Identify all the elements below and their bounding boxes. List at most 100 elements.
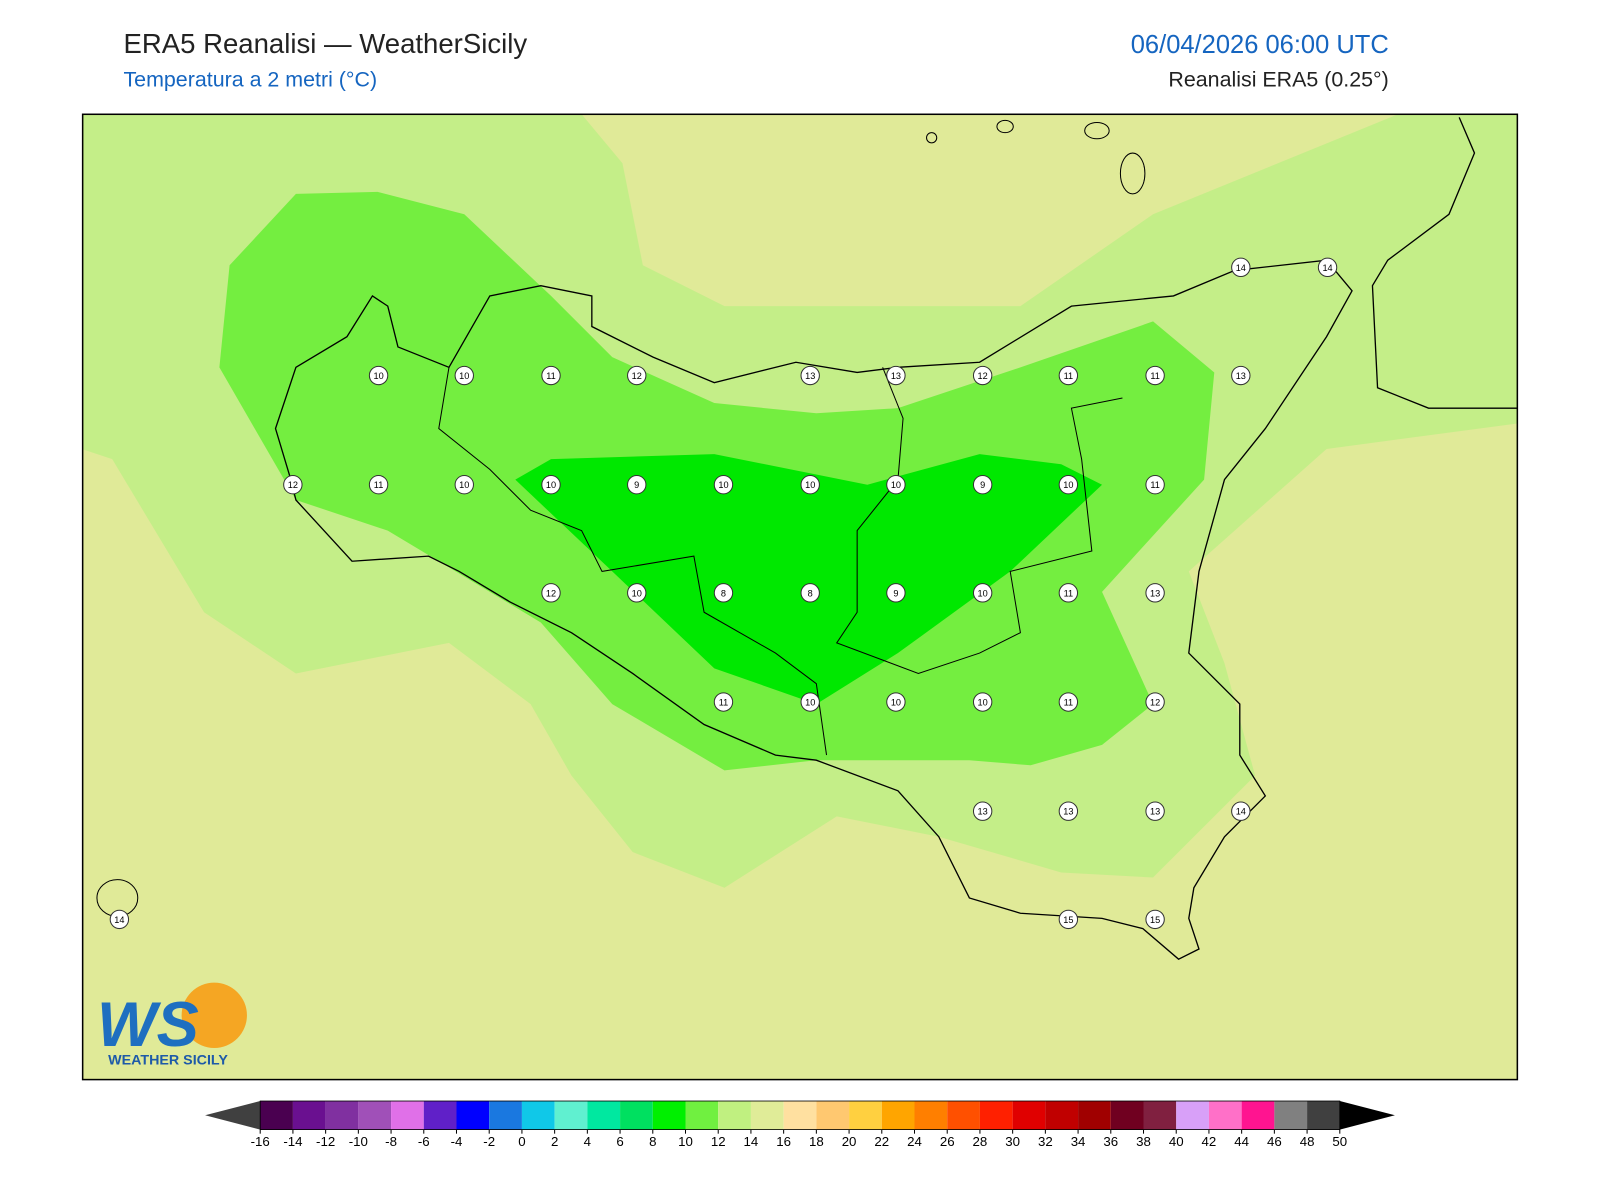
station-marker [886,583,906,603]
station-marker [1058,909,1079,930]
colorbar-bin [718,1101,751,1130]
colorbar-bin [1208,1101,1242,1130]
colorbar-tick-label: -8 [385,1134,397,1149]
colorbar-tick-label: 44 [1234,1134,1249,1149]
colorbar-tick-label: 18 [809,1134,824,1149]
station-marker [800,692,820,712]
station-value: 8 [721,588,726,598]
station-marker [800,365,820,386]
colorbar-bin [1307,1101,1340,1130]
station-value: 13 [1150,588,1160,598]
station-value: 12 [632,371,642,381]
colorbar-bin [1241,1101,1275,1130]
logo-sun [181,982,247,1048]
station-value: 10 [891,698,901,708]
source: Reanalisi ERA5 (0.25°) [1168,68,1388,92]
station-marker [283,475,303,495]
colorbar-bin [391,1101,424,1130]
station-value: 13 [1150,807,1160,817]
colorbar-bin [489,1101,522,1130]
colorbar-bin [1143,1101,1177,1130]
station-marker [541,475,561,495]
station-value: 13 [978,807,988,817]
colorbar-bin [456,1101,490,1130]
station: 11 [713,692,734,712]
station-marker [713,692,734,712]
station: 10 [800,475,820,495]
colorbar-frame [259,1100,1341,1130]
station: 9 [886,583,906,603]
station-value: 11 [546,371,556,381]
station-marker [1058,801,1079,821]
station-marker [454,365,474,386]
island-salina [1084,121,1110,140]
colorbar-tick-label: -12 [316,1134,335,1149]
colorbar-tick-label: 46 [1267,1134,1282,1149]
colorbar-bin [554,1101,588,1130]
colorbar-tick-label: 32 [1038,1134,1053,1149]
station-value: 11 [719,698,729,708]
colorbar-bin [1274,1101,1308,1130]
logo: WS WEATHER SICILY [97,982,247,1068]
station: 10 [454,365,474,386]
station-value: 11 [1064,698,1074,708]
station: 9 [627,475,647,495]
colorbar-tick-label: 36 [1103,1134,1118,1149]
station-value: 13 [1063,807,1073,817]
station-marker [541,365,561,386]
colorbar-bin [1045,1101,1079,1130]
colorbar-tick-label: 16 [776,1134,791,1149]
station-marker [886,475,906,495]
station-marker [1231,257,1251,278]
station-marker [368,475,389,495]
station: 14 [1317,257,1338,278]
station-marker [972,365,993,386]
station: 8 [713,583,734,603]
colorbar-tick-label: 28 [973,1134,988,1149]
station-value: 9 [893,588,898,598]
colorbar-bin [423,1101,457,1130]
station-value: 12 [546,588,556,598]
station-marker [368,365,389,386]
station: 12 [283,475,303,495]
station-value: 10 [459,480,469,490]
colorbar-bin [750,1101,784,1130]
station: 12 [972,365,993,386]
station-marker [972,692,993,712]
station: 10 [368,365,389,386]
colorbar-bin [1110,1101,1144,1130]
colorbar-tick-label: 22 [874,1134,889,1149]
colorbar-tick-label: 10 [678,1134,693,1149]
station: 13 [886,365,906,386]
station-marker [454,475,474,495]
colorbar-tick-label: 38 [1136,1134,1151,1149]
colorbar-bin [783,1101,817,1130]
station: 10 [800,692,820,712]
colorbar-bin [620,1101,653,1130]
station-value: 10 [632,588,642,598]
colorbar-tick-label: 40 [1169,1134,1184,1149]
coastline-sicily [274,259,1353,960]
station-marker [713,475,734,495]
title: ERA5 Reanalisi — WeatherSicily [123,28,527,59]
station-value: 8 [808,588,813,598]
colorbar-tick-label: 0 [518,1134,525,1149]
colorbar-tick-label: 50 [1332,1134,1347,1149]
colorbar-bin [914,1101,948,1130]
station: 11 [1145,365,1165,386]
colorbar-tick-label: -2 [483,1134,495,1149]
colorbar-bin [587,1101,621,1130]
station: 11 [1058,583,1079,603]
station-value: 12 [1150,698,1160,708]
station-value: 10 [805,480,815,490]
station-value: 14 [1236,263,1246,273]
station-value: 10 [459,371,469,381]
colorbar-bin [849,1101,882,1130]
province-borders [438,367,828,756]
colorbar-tick-label: 6 [616,1134,623,1149]
colorbar-tick-label: 48 [1300,1134,1315,1149]
station-marker [627,475,647,495]
colorbar-over [1339,1101,1395,1130]
station-value: 14 [1236,807,1246,817]
